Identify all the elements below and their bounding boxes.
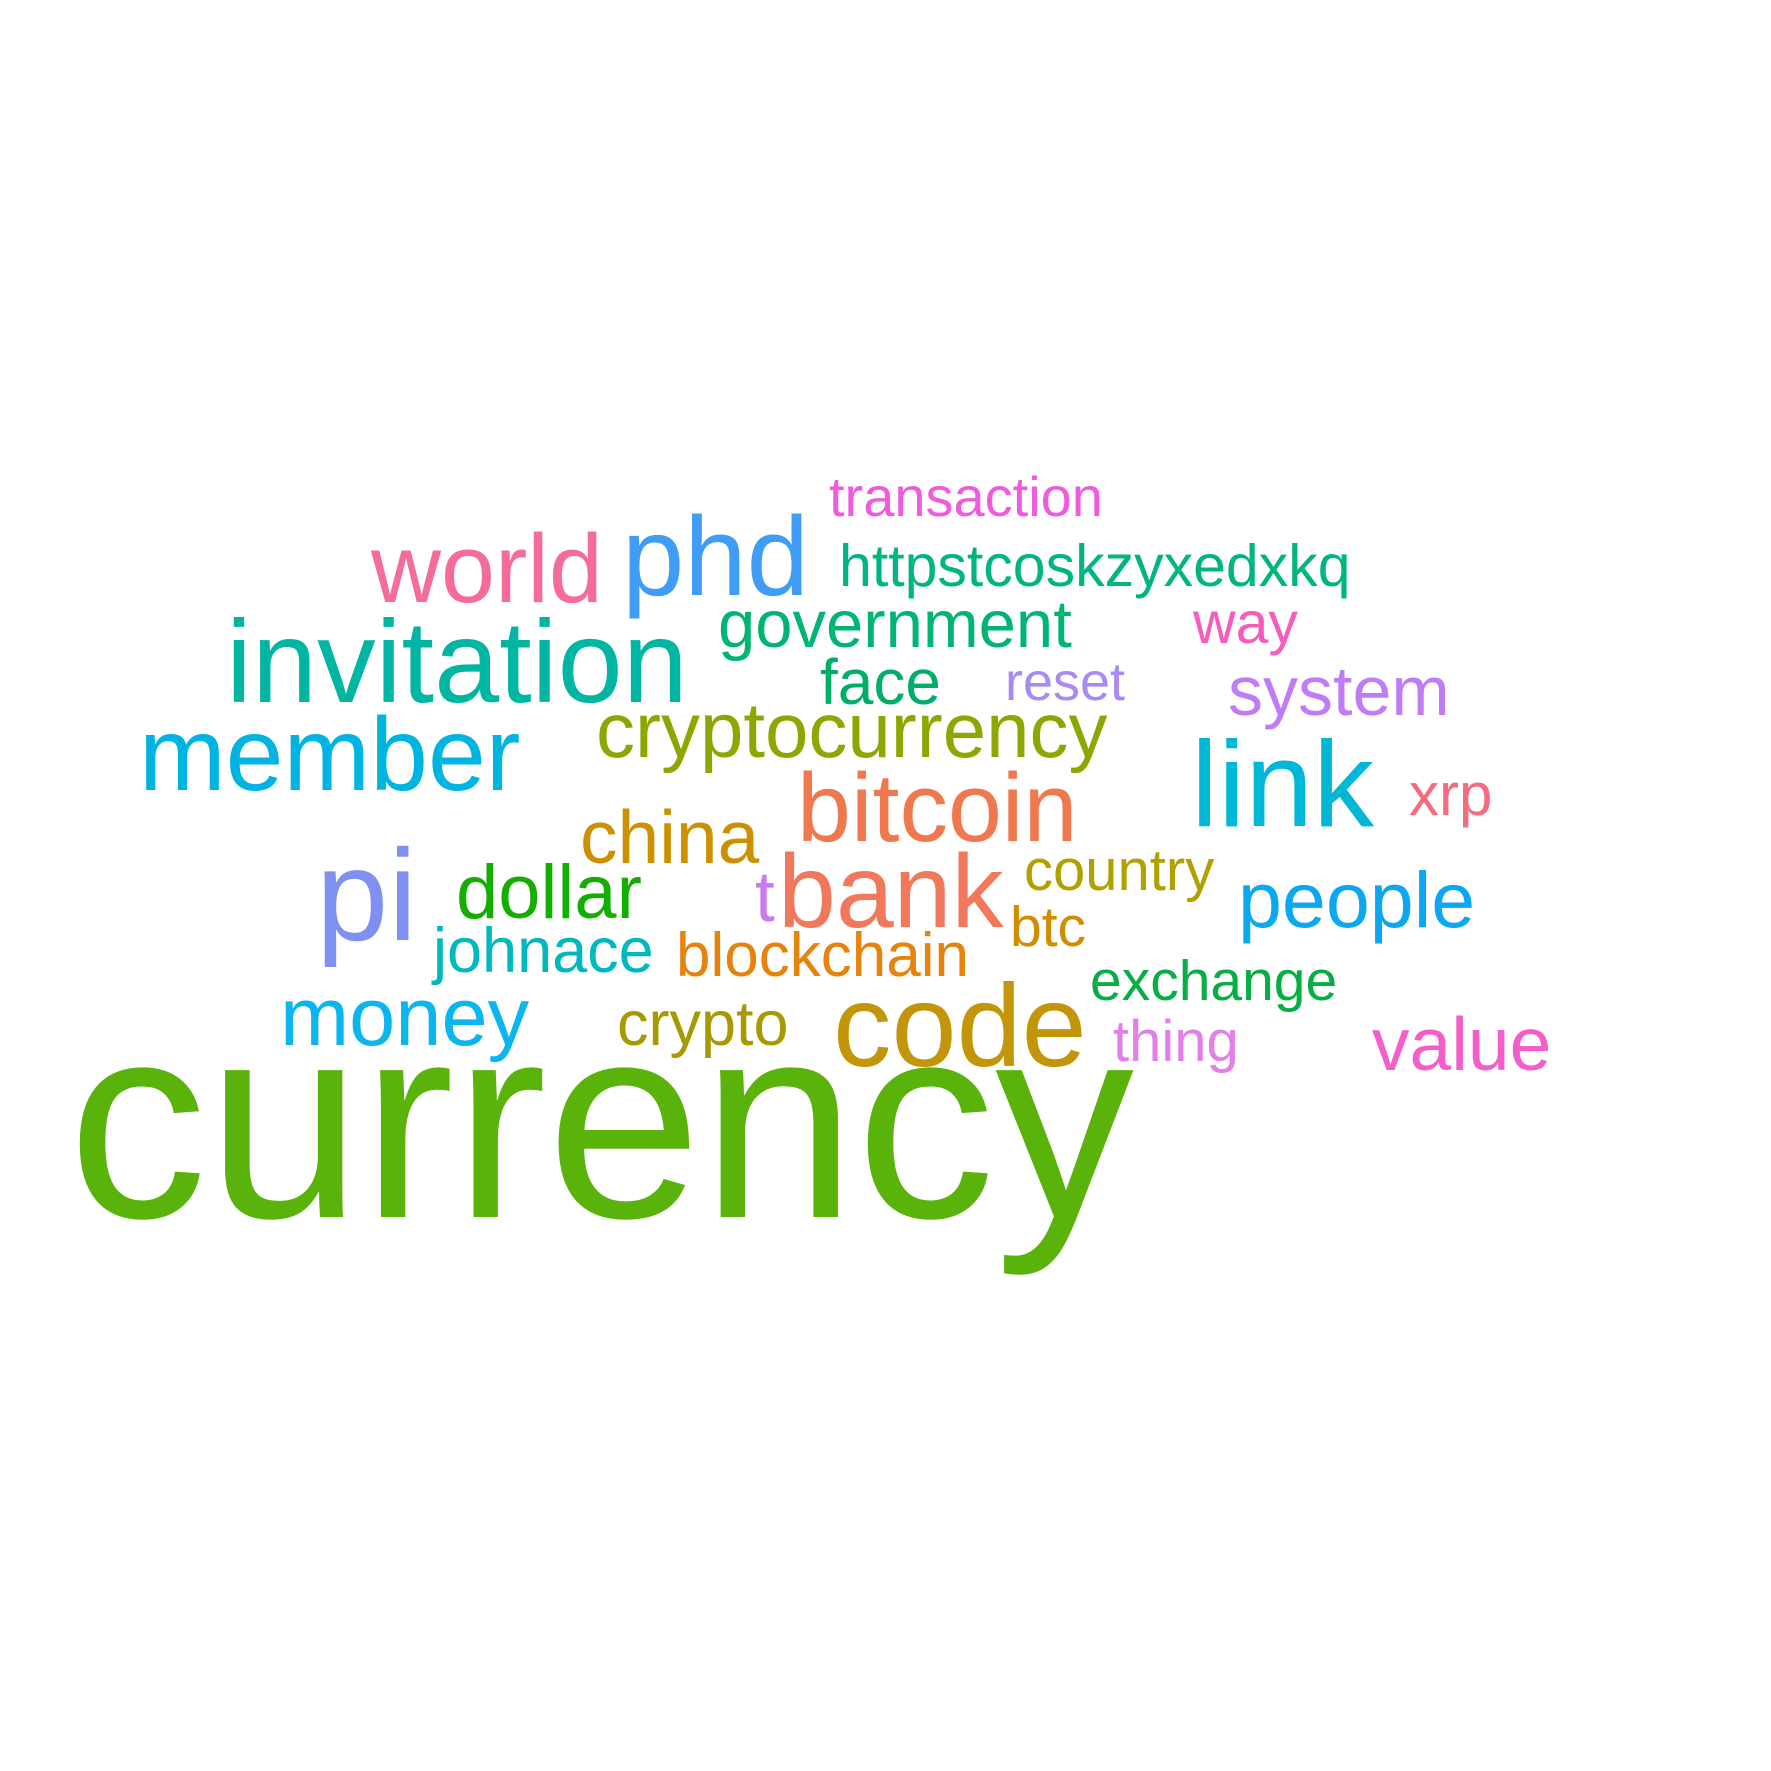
word-johnace: johnace [433, 916, 654, 986]
word-phd: phd [622, 494, 809, 619]
word-transaction: transaction [829, 465, 1103, 528]
word-code: code [833, 960, 1087, 1091]
word-exchange: exchange [1090, 949, 1338, 1013]
word-way: way [1193, 590, 1298, 656]
word-pi: pi [316, 822, 418, 968]
word-link: link [1191, 716, 1375, 852]
word-china: china [580, 795, 760, 879]
word-people: people [1238, 855, 1476, 944]
word-crypto: crypto [617, 989, 789, 1059]
word-government: government [718, 587, 1072, 662]
word-thing: thing [1113, 1009, 1239, 1074]
word-world: world [371, 514, 603, 623]
word-money: money [280, 970, 530, 1063]
word-country: country [1024, 838, 1215, 903]
word-value: value [1372, 1002, 1552, 1086]
word-member: member [139, 697, 521, 813]
word-bank: bank [778, 834, 1004, 950]
word-btc: btc [1010, 895, 1087, 959]
word-face: face [820, 646, 941, 718]
word-system: system [1228, 652, 1450, 730]
word-currency: currency [68, 965, 1134, 1276]
word-reset: reset [1005, 652, 1126, 712]
word-bitcoin: bitcoin [797, 753, 1078, 862]
word-httpstcoskzyxedxkq: httpstcoskzyxedxkq [839, 533, 1351, 599]
word-t: t [755, 858, 775, 937]
word-cryptocurrency: cryptocurrency [596, 686, 1108, 774]
word-blockchain: blockchain [676, 921, 969, 990]
word-xrp: xrp [1409, 761, 1493, 828]
word-dollar: dollar [456, 850, 642, 935]
word-invitation: invitation [226, 596, 688, 727]
